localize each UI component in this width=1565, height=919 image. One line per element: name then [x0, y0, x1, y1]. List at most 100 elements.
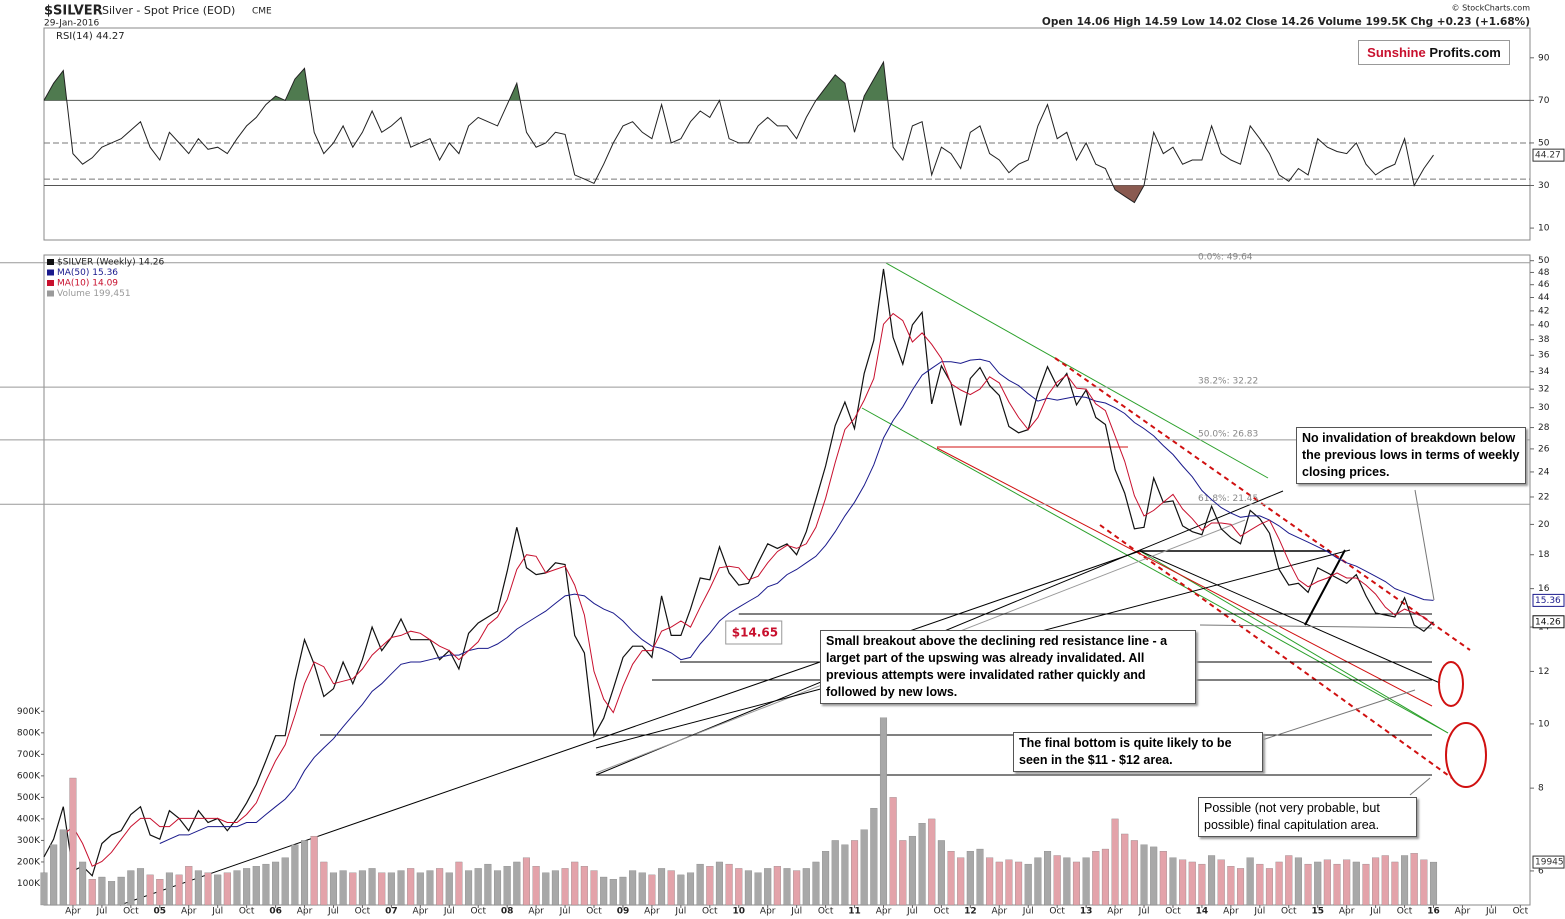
legend-swatch: [47, 269, 54, 276]
volume-bar: [677, 874, 685, 906]
volume-bar: [1092, 851, 1100, 906]
x-tick-label: Apr: [1339, 907, 1355, 917]
symbol: $SILVER: [44, 4, 103, 19]
volume-bar: [1304, 863, 1312, 906]
volume-bar: [831, 840, 839, 906]
volume-bar: [1053, 855, 1061, 906]
trend-line: [885, 262, 1269, 479]
volume-bar: [1420, 859, 1428, 906]
y-tick-label: 38: [1538, 335, 1550, 345]
volume-bar: [1294, 857, 1302, 906]
trend-line: [1199, 624, 1433, 629]
x-tick-label: Oct: [1513, 907, 1529, 917]
x-tick-label: Oct: [123, 907, 139, 917]
x-tick-label: Oct: [1049, 907, 1065, 917]
volume-bar: [484, 863, 492, 906]
volume-bar: [1323, 859, 1331, 906]
volume-bar: [194, 870, 202, 906]
volume-bar: [812, 861, 820, 906]
rsi-panel: [43, 27, 1531, 241]
volume-bar: [387, 872, 395, 906]
volume-bar: [329, 872, 338, 906]
volume-bar: [764, 868, 772, 906]
x-tick-label: 14: [1196, 907, 1209, 917]
volume-bar: [667, 870, 675, 906]
volume-bar: [822, 851, 830, 906]
y-tick-label: 16: [1538, 584, 1550, 594]
y-tick-label: 70: [1538, 96, 1550, 106]
volume-bar: [638, 872, 646, 906]
volume-bar: [851, 840, 859, 906]
volume-bar: [986, 857, 994, 906]
volume-bar: [1246, 857, 1254, 906]
volume-bar: [658, 868, 666, 906]
volume-bar: [870, 807, 878, 906]
x-tick-label: Apr: [760, 907, 776, 917]
volume-bar: [1198, 863, 1206, 906]
last-value-box: [1532, 148, 1565, 162]
volume-bar: [310, 835, 318, 906]
volume-bar: [1256, 863, 1264, 906]
x-tick-label: Jul: [1369, 907, 1381, 917]
volume-bar: [522, 857, 530, 906]
volume-bar: [706, 866, 714, 906]
x-tick-label: Apr: [644, 907, 660, 917]
y-tick-label: 10: [1538, 719, 1550, 729]
x-tick-label: Apr: [413, 907, 429, 917]
volume-bar: [474, 868, 482, 906]
x-tick-label: Apr: [1455, 907, 1471, 917]
rsi-title: RSI(14) 44.27: [56, 31, 125, 42]
volume-bar: [165, 872, 173, 906]
volume-bar: [146, 874, 154, 906]
x-tick-label: Jul: [443, 907, 455, 917]
volume-bar: [175, 874, 183, 906]
volume-bar: [378, 872, 386, 906]
y-tick-label: 36: [1538, 351, 1550, 361]
trend-line: [119, 550, 1141, 906]
volume-bar: [908, 835, 916, 906]
x-tick-label: 11: [848, 907, 861, 917]
x-tick-label: Oct: [239, 907, 255, 917]
y-tick-label: 50: [1538, 256, 1550, 266]
volume-bar: [590, 870, 598, 906]
target-area: [1445, 722, 1487, 788]
volume-bar: [1401, 855, 1409, 906]
y-tick-label: 40: [1538, 320, 1550, 330]
volume-bar: [397, 870, 405, 906]
volume-bar: [214, 874, 222, 906]
volume-bar: [339, 870, 347, 906]
price-line: [43, 268, 1434, 877]
moving-average: [62, 312, 1434, 867]
volume-bar: [1082, 857, 1090, 906]
volume-bar: [455, 861, 463, 906]
volume-bar: [1169, 857, 1177, 906]
trend-line: [1099, 524, 1453, 779]
exchange: CME: [252, 7, 272, 17]
volume-bar: [995, 861, 1003, 906]
volume-bar: [754, 872, 762, 906]
volume-bar: [493, 870, 502, 906]
x-tick-label: Jul: [1022, 907, 1034, 917]
fib-label: 50.0%: 26.83: [1198, 429, 1258, 439]
volume-bar: [947, 851, 955, 906]
volume-bar: [1044, 851, 1052, 906]
x-tick-label: Jul: [327, 907, 339, 917]
y-tick-label: 34: [1538, 367, 1550, 377]
fib-label: 38.2%: 32.22: [1198, 377, 1258, 387]
annotation: The final bottom is quite likely to be s…: [1013, 732, 1263, 772]
y2-tick-label: 600K: [17, 771, 41, 781]
volume-bar: [1150, 846, 1158, 906]
x-tick-label: 08: [501, 907, 514, 917]
volume-bar: [1410, 853, 1418, 906]
last-value-box: [1532, 855, 1565, 869]
x-tick-label: Oct: [1165, 907, 1181, 917]
volume-bar: [1236, 868, 1245, 906]
volume-bar: [860, 829, 868, 906]
y-tick-label: 20: [1538, 520, 1550, 530]
volume-bar: [108, 881, 116, 906]
volume-bar: [88, 879, 96, 906]
x-tick-label: 10: [732, 907, 745, 917]
volume-bar: [1343, 859, 1351, 906]
volume-bar: [136, 868, 145, 906]
volume-bar: [40, 872, 48, 906]
